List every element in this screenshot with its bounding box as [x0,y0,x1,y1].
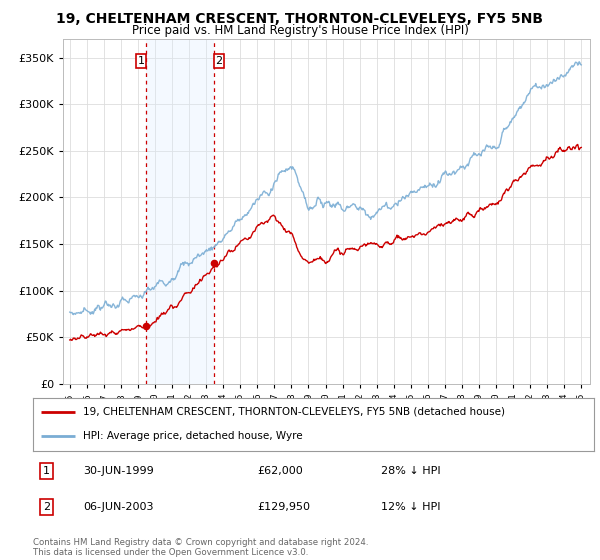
Text: Contains HM Land Registry data © Crown copyright and database right 2024.
This d: Contains HM Land Registry data © Crown c… [33,538,368,557]
Text: 12% ↓ HPI: 12% ↓ HPI [381,502,440,512]
Text: 30-JUN-1999: 30-JUN-1999 [83,466,154,476]
Text: 1: 1 [138,56,145,66]
Text: £62,000: £62,000 [257,466,303,476]
Text: HPI: Average price, detached house, Wyre: HPI: Average price, detached house, Wyre [83,431,303,441]
Text: £129,950: £129,950 [257,502,310,512]
Text: 19, CHELTENHAM CRESCENT, THORNTON-CLEVELEYS, FY5 5NB (detached house): 19, CHELTENHAM CRESCENT, THORNTON-CLEVEL… [83,407,505,417]
Text: 06-JUN-2003: 06-JUN-2003 [83,502,154,512]
Bar [146,39,214,384]
Text: 19, CHELTENHAM CRESCENT, THORNTON-CLEVELEYS, FY5 5NB: 19, CHELTENHAM CRESCENT, THORNTON-CLEVEL… [56,12,544,26]
Text: 1: 1 [43,466,50,476]
Text: 2: 2 [215,56,223,66]
Text: Price paid vs. HM Land Registry's House Price Index (HPI): Price paid vs. HM Land Registry's House … [131,24,469,36]
Text: 2: 2 [43,502,50,512]
Text: 28% ↓ HPI: 28% ↓ HPI [381,466,440,476]
